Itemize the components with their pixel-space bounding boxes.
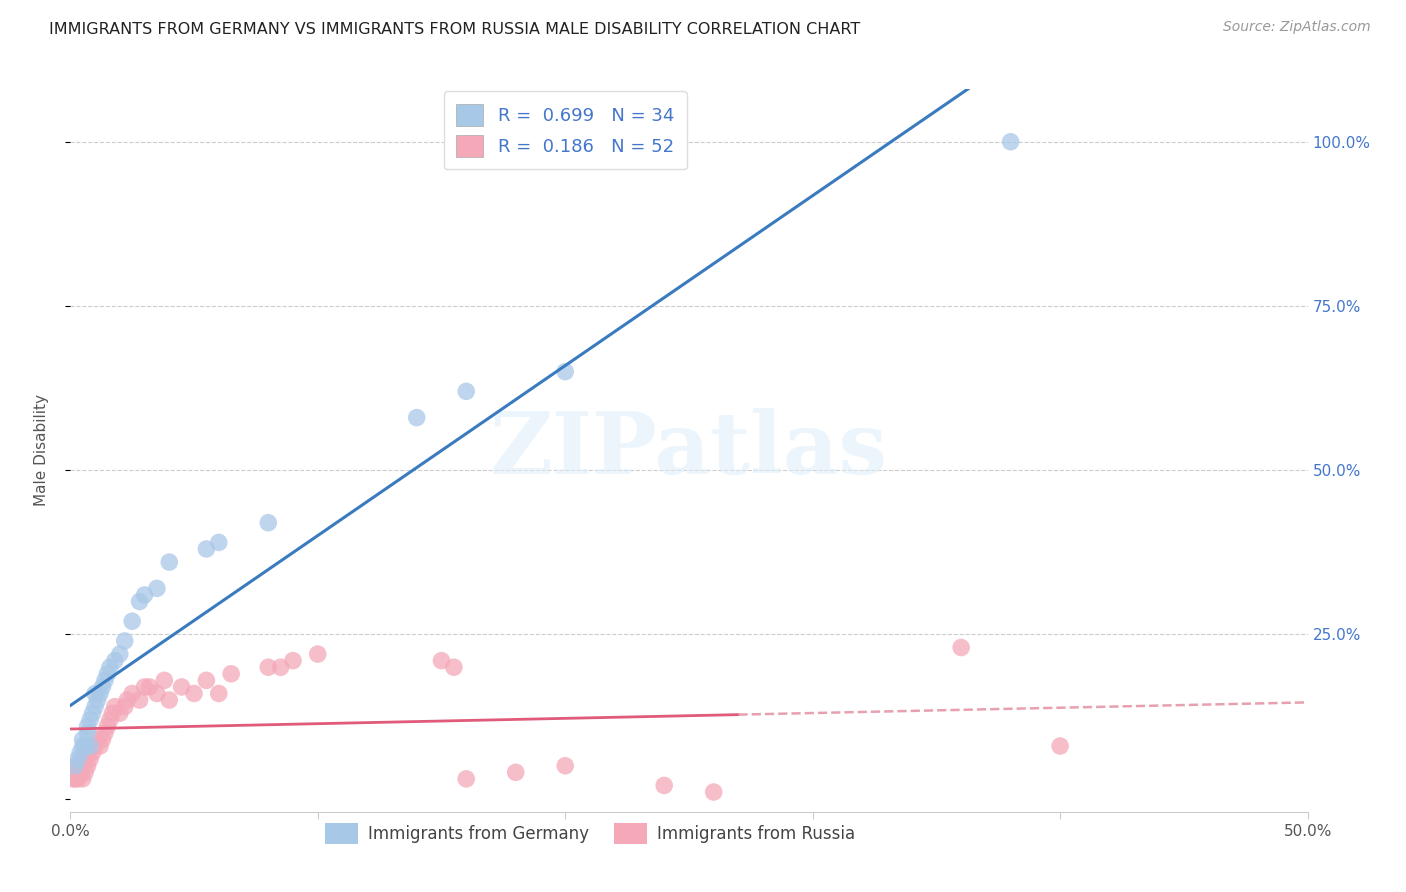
Point bbox=[146, 686, 169, 700]
Point bbox=[430, 654, 453, 668]
Legend: Immigrants from Germany, Immigrants from Russia: Immigrants from Germany, Immigrants from… bbox=[318, 817, 862, 850]
Point bbox=[72, 739, 94, 753]
Point bbox=[62, 772, 84, 786]
Point bbox=[89, 686, 111, 700]
Point bbox=[134, 588, 156, 602]
Point bbox=[94, 673, 117, 688]
Point bbox=[183, 686, 205, 700]
Point bbox=[138, 680, 160, 694]
Point bbox=[146, 582, 169, 596]
Point bbox=[505, 765, 527, 780]
Text: IMMIGRANTS FROM GERMANY VS IMMIGRANTS FROM RUSSIA MALE DISABILITY CORRELATION CH: IMMIGRANTS FROM GERMANY VS IMMIGRANTS FR… bbox=[49, 22, 860, 37]
Point bbox=[405, 410, 427, 425]
Point bbox=[157, 693, 180, 707]
Point bbox=[69, 758, 91, 772]
Point bbox=[82, 706, 104, 721]
Point bbox=[281, 654, 304, 668]
Point bbox=[72, 772, 94, 786]
Point bbox=[195, 541, 218, 556]
Point bbox=[84, 699, 107, 714]
Point bbox=[79, 713, 101, 727]
Point bbox=[69, 746, 91, 760]
Point bbox=[195, 673, 218, 688]
Point bbox=[128, 594, 150, 608]
Point bbox=[121, 614, 143, 628]
Point bbox=[104, 699, 127, 714]
Point bbox=[96, 666, 118, 681]
Point bbox=[1049, 739, 1071, 753]
Point bbox=[72, 752, 94, 766]
Point bbox=[257, 516, 280, 530]
Point bbox=[115, 693, 138, 707]
Point bbox=[75, 752, 97, 766]
Point bbox=[86, 693, 108, 707]
Point bbox=[65, 765, 87, 780]
Point bbox=[89, 739, 111, 753]
Point bbox=[153, 673, 176, 688]
Point bbox=[69, 765, 91, 780]
Text: ZIPatlas: ZIPatlas bbox=[489, 409, 889, 492]
Point bbox=[65, 758, 87, 772]
Point bbox=[554, 758, 576, 772]
Point bbox=[652, 779, 675, 793]
Point bbox=[703, 785, 725, 799]
Point bbox=[76, 746, 98, 760]
Point bbox=[108, 706, 131, 721]
Point bbox=[84, 686, 107, 700]
Text: Source: ZipAtlas.com: Source: ZipAtlas.com bbox=[1223, 20, 1371, 34]
Point bbox=[66, 752, 89, 766]
Point bbox=[950, 640, 973, 655]
Point bbox=[75, 765, 97, 780]
Point bbox=[257, 660, 280, 674]
Point bbox=[86, 732, 108, 747]
Point bbox=[121, 686, 143, 700]
Point bbox=[94, 726, 117, 740]
Point bbox=[307, 647, 329, 661]
Point bbox=[128, 693, 150, 707]
Point bbox=[208, 686, 231, 700]
Point bbox=[208, 535, 231, 549]
Point bbox=[1000, 135, 1022, 149]
Point bbox=[76, 758, 98, 772]
Point bbox=[443, 660, 465, 674]
Point bbox=[270, 660, 292, 674]
Point bbox=[456, 772, 478, 786]
Point bbox=[79, 739, 101, 753]
Y-axis label: Male Disability: Male Disability bbox=[35, 394, 49, 507]
Point bbox=[456, 384, 478, 399]
Point bbox=[79, 752, 101, 766]
Point bbox=[82, 746, 104, 760]
Point bbox=[66, 772, 89, 786]
Point bbox=[72, 732, 94, 747]
Point bbox=[114, 634, 136, 648]
Point bbox=[98, 660, 121, 674]
Point bbox=[114, 699, 136, 714]
Point bbox=[65, 772, 87, 786]
Point bbox=[76, 719, 98, 733]
Point bbox=[104, 654, 127, 668]
Point bbox=[98, 713, 121, 727]
Point bbox=[219, 666, 242, 681]
Point bbox=[554, 365, 576, 379]
Point bbox=[96, 719, 118, 733]
Point bbox=[75, 739, 97, 753]
Point bbox=[91, 680, 114, 694]
Point bbox=[84, 739, 107, 753]
Point bbox=[101, 706, 124, 721]
Point bbox=[108, 647, 131, 661]
Point bbox=[76, 726, 98, 740]
Point bbox=[91, 732, 114, 747]
Point bbox=[134, 680, 156, 694]
Point bbox=[170, 680, 193, 694]
Point bbox=[157, 555, 180, 569]
Point bbox=[66, 758, 89, 772]
